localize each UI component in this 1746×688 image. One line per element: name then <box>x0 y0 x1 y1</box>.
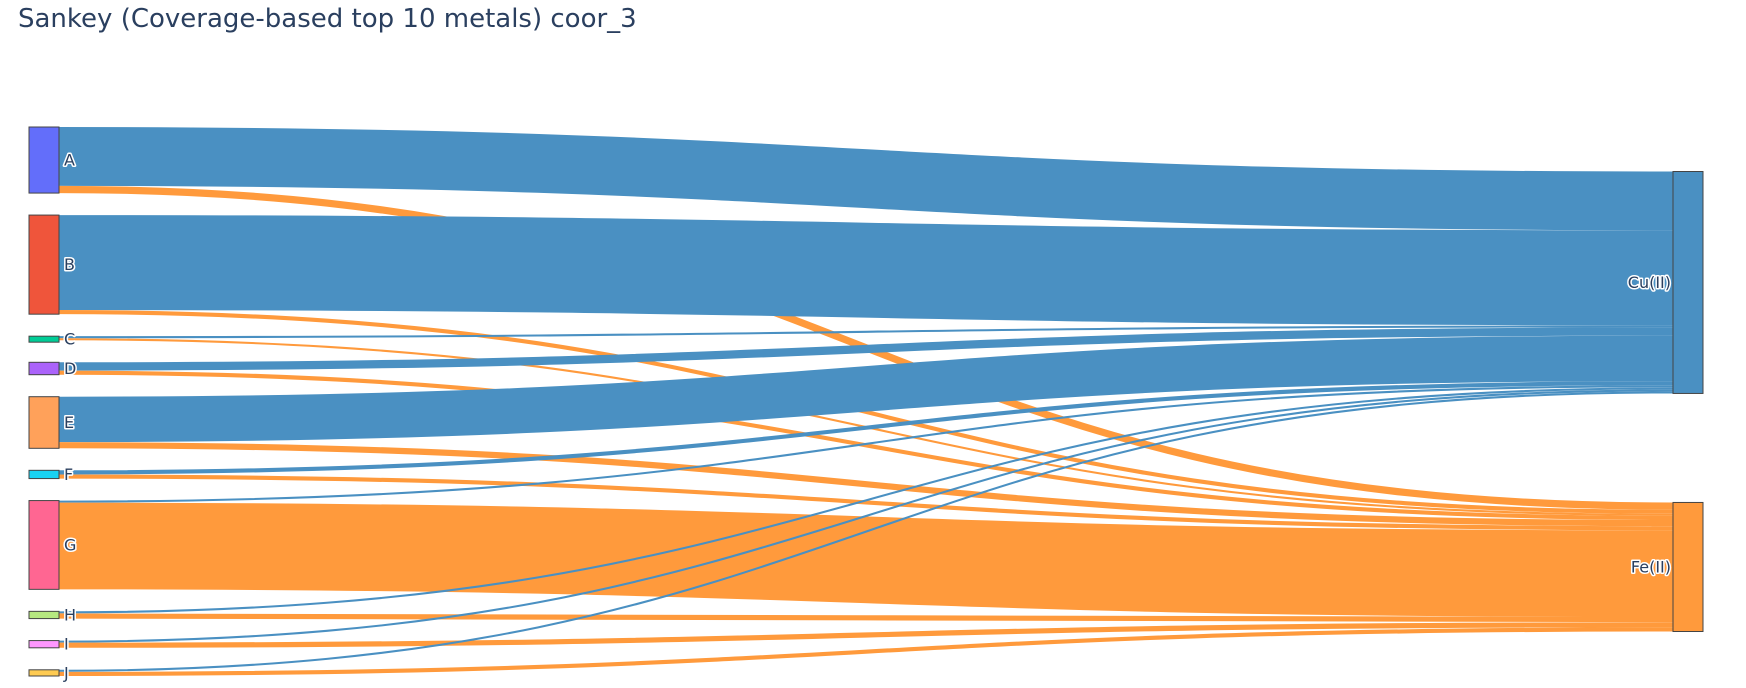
node-a <box>28 126 60 194</box>
link-a-to-cu-ii <box>58 126 1674 231</box>
link-e-to-cu-ii <box>58 335 1674 443</box>
node-j <box>28 669 60 677</box>
link-b-to-cu-ii <box>58 215 1674 326</box>
node-b <box>28 214 60 315</box>
link-e-to-fe-ii <box>58 442 1674 527</box>
node-label-f: F <box>64 465 73 484</box>
node-label-g: G <box>64 535 76 554</box>
node-label-h: H <box>64 605 76 624</box>
link-g-to-fe-ii <box>58 502 1674 618</box>
nodes-layer <box>28 126 1704 677</box>
node-c <box>28 335 60 343</box>
link-c-to-cu-ii <box>58 325 1674 339</box>
link-i-to-fe-ii <box>58 622 1674 648</box>
node-label-e: E <box>64 413 74 432</box>
link-j-to-cu-ii <box>58 391 1674 672</box>
node-label-cu-ii: Cu(II) <box>1628 273 1671 292</box>
node-label-b: B <box>64 255 75 274</box>
node-g <box>28 500 60 590</box>
link-h-to-fe-ii <box>58 613 1674 623</box>
node-label-a: A <box>64 151 75 170</box>
link-g-to-cu-ii <box>58 385 1674 503</box>
link-f-to-fe-ii <box>58 474 1674 531</box>
link-i-to-cu-ii <box>58 389 1674 643</box>
link-h-to-cu-ii <box>58 387 1674 614</box>
links-layer <box>58 126 1674 676</box>
node-i <box>28 640 60 649</box>
link-b-to-fe-ii <box>58 310 1674 514</box>
node-f <box>28 469 60 480</box>
chart-title: Sankey (Coverage-based top 10 metals) co… <box>18 4 637 34</box>
node-e <box>28 396 60 449</box>
node-label-i: I <box>64 635 69 654</box>
node-fe-ii <box>1672 501 1704 632</box>
link-d-to-cu-ii <box>58 327 1674 371</box>
node-h <box>28 610 60 620</box>
link-f-to-cu-ii <box>58 381 1674 475</box>
link-d-to-fe-ii <box>58 370 1674 521</box>
node-d <box>28 361 60 376</box>
labels-layer: A B CD E F G HIJ Cu(II) Fe(II) <box>62 149 1673 684</box>
node-cu-ii <box>1672 171 1704 394</box>
node-label-d: D <box>64 359 76 378</box>
node-label-j: J <box>63 663 69 682</box>
node-label-c: C <box>64 330 75 349</box>
link-j-to-fe-ii <box>58 627 1674 676</box>
node-label-fe-ii: Fe(II) <box>1631 557 1671 576</box>
